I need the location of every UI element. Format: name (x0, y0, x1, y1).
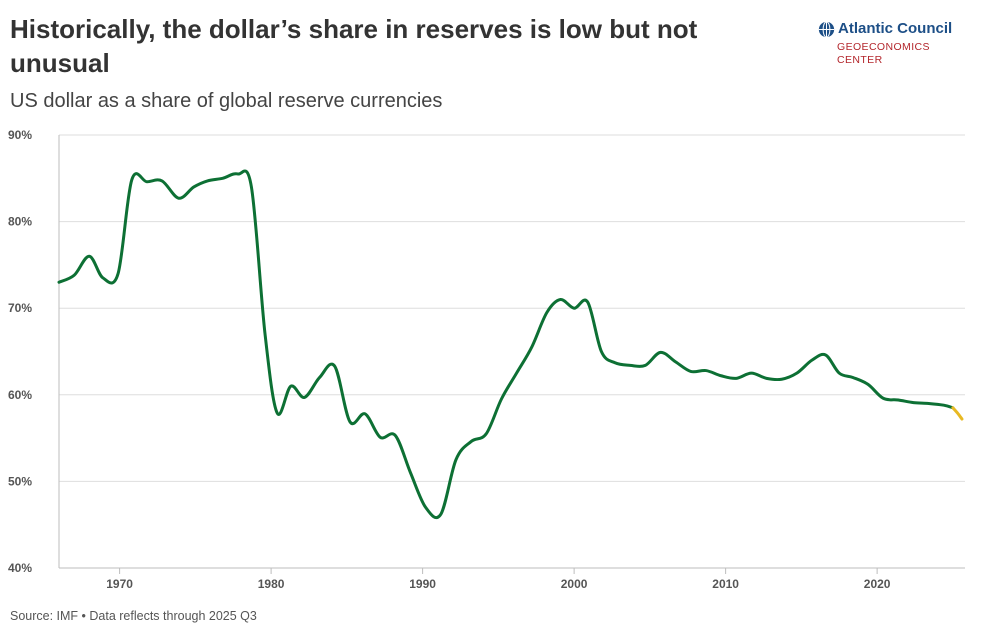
chart-subtitle: US dollar as a share of global reserve c… (10, 90, 443, 112)
grid-lines (59, 134, 965, 482)
x-tick-label: 2000 (561, 577, 588, 590)
y-tick-label: 40% (8, 561, 32, 575)
x-tick-label: 1990 (409, 577, 436, 590)
y-tick-label: 80% (8, 215, 32, 229)
x-tick-label: 2010 (712, 577, 739, 590)
y-tick-label: 50% (8, 474, 32, 488)
x-tick-label: 2020 (864, 577, 891, 590)
x-tick-label: 1970 (106, 577, 133, 590)
logo-name: Atlantic Council (838, 20, 953, 37)
source-note: Source: IMF • Data reflects through 2025… (10, 609, 257, 623)
recent-quarters-line (951, 406, 964, 421)
chart-title: Historically, the dollar’s share in rese… (10, 14, 698, 78)
atlantic-council-logo: Atlantic Council GEOECONOMICS CENTER (818, 20, 978, 67)
y-tick-label: 70% (8, 301, 32, 315)
globe-icon (818, 20, 835, 38)
y-axis-ticks: 40% 50% 60% 70% 80% 90% (8, 128, 32, 575)
x-tick-label: 1980 (258, 577, 285, 590)
dollar-share-line (57, 169, 955, 520)
line-chart: 40% 50% 60% 70% 80% 90% 1970 1980 1990 2000 2010 2… (8, 128, 965, 590)
logo-center: GEOECONOMICS CENTER (837, 41, 930, 66)
x-axis-ticks: 1970 1980 1990 2000 2010 2020 (106, 568, 891, 590)
y-tick-label: 90% (8, 128, 32, 142)
series (57, 169, 964, 520)
axes (58, 135, 965, 569)
y-tick-label: 60% (8, 388, 32, 402)
